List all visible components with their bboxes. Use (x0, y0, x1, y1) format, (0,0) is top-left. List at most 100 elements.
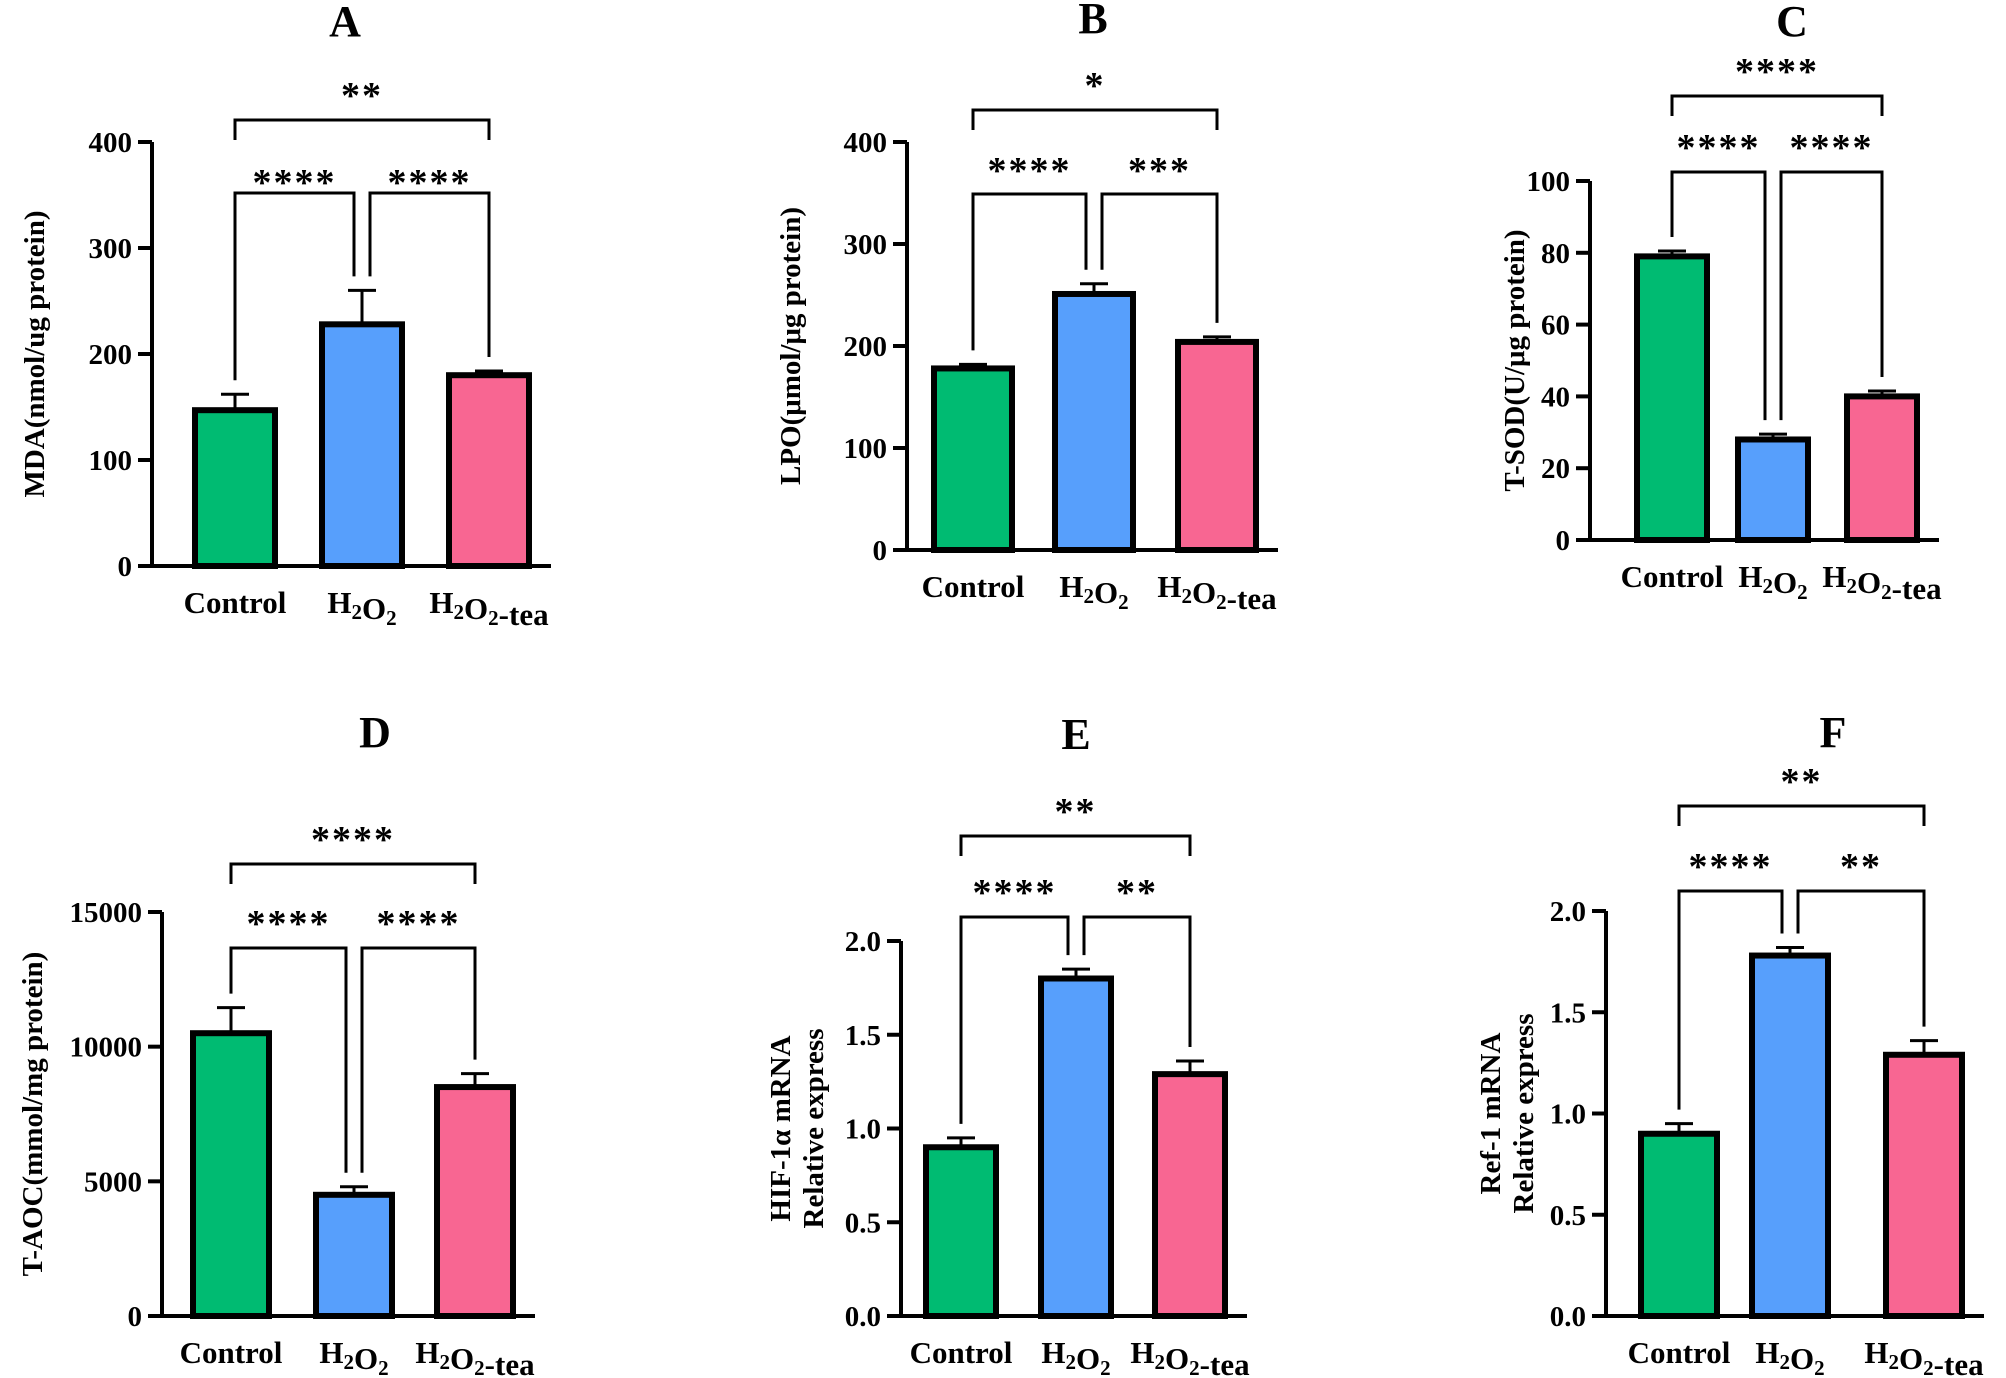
y-tick-label: 1.0 (845, 1114, 881, 1146)
category-label-control: Control (1628, 1335, 1731, 1370)
panel-letter: A (329, 0, 361, 46)
y-tick-label: 2.0 (1550, 896, 1586, 928)
y-tick-label: 0 (128, 1301, 143, 1333)
significance-label: **** (988, 150, 1072, 192)
category-label-h2o2: H2O2 (319, 1335, 388, 1378)
significance-bracket (1796, 889, 1926, 1027)
bar-control (1634, 253, 1710, 543)
significance-bracket (959, 834, 1192, 856)
category-label-control: Control (1621, 559, 1724, 594)
y-tick-label: 400 (89, 127, 133, 159)
bar-control (192, 407, 278, 569)
y-tick-label: 80 (1541, 238, 1570, 270)
y-tick-label: 300 (89, 233, 133, 265)
significance-label: **** (1790, 127, 1874, 169)
y-tick-label: 200 (89, 339, 133, 371)
significance-label: ** (1840, 846, 1882, 888)
y-axis-label-2: Relative express (798, 1029, 830, 1229)
significance-label: **** (973, 872, 1057, 914)
category-label-h2o2-tea: H2O2-tea (1157, 569, 1277, 616)
panel-a: A 0 100 200 300 400 MDA(nmol/ug protein) Contro… (19, 0, 551, 632)
significance-bracket (233, 118, 491, 140)
panel-letter: D (359, 708, 391, 757)
bar-h2o2 (319, 321, 405, 569)
y-axis-label: T-AOC(mmol/mg protein) (17, 952, 49, 1277)
bar-control (1638, 1130, 1720, 1319)
panel-d: D 0 5000 10000 15000 T-AOC(mmol/mg protein) Co… (17, 708, 535, 1378)
significance-bracket (233, 191, 356, 381)
bar-h2o2 (1038, 975, 1114, 1319)
y-tick-label: 100 (89, 445, 133, 477)
significance-bracket (360, 946, 477, 1173)
y-tick-label: 10000 (70, 1032, 143, 1064)
category-label-control: Control (180, 1335, 283, 1370)
significance-label: **** (377, 903, 461, 945)
significance-label: ** (1055, 791, 1097, 833)
bar-h2o2 (1749, 952, 1831, 1319)
y-axis-label: LPO(μmol/μg protein) (775, 207, 807, 485)
panel-f: F 0.0 0.5 1.0 1.5 2.0 Ref-1 mRNA Relative expre… (1475, 708, 1984, 1378)
y-tick-label: 1.0 (1550, 1099, 1586, 1131)
y-tick-label: 0 (873, 535, 888, 567)
significance-bracket (971, 108, 1219, 130)
category-label-control: Control (184, 585, 287, 620)
panel-e: E 0.0 0.5 1.0 1.5 2.0 HIF-1α mRNA Relative expr… (765, 710, 1250, 1378)
y-tick-label: 0.5 (845, 1207, 881, 1239)
significance-bracket (368, 191, 491, 357)
bar-h2o2-tea (1883, 1051, 1965, 1320)
panel-c: C 0 20 40 60 80 100 T-SOD(U/μg protein) Control H… (1499, 0, 1942, 606)
panel-letter: E (1061, 710, 1090, 759)
bar-control (190, 1030, 272, 1319)
y-tick-label: 100 (1527, 166, 1571, 198)
bar-h2o2-tea (446, 372, 532, 570)
bar-h2o2 (1735, 436, 1811, 544)
significance-label: * (1085, 65, 1106, 107)
category-label-control: Control (922, 569, 1025, 604)
y-tick-label: 0.5 (1550, 1200, 1586, 1232)
significance-label: **** (1689, 846, 1773, 888)
y-tick-label: 1.5 (845, 1020, 881, 1052)
bar-control (923, 1144, 999, 1319)
y-tick-label: 1.5 (1550, 997, 1586, 1029)
y-tick-label: 2.0 (845, 926, 881, 958)
category-label-h2o2-tea: H2O2-tea (1130, 1335, 1250, 1378)
y-tick-label: 100 (844, 433, 888, 465)
category-label-h2o2: H2O2 (327, 585, 396, 630)
significance-bracket (1670, 94, 1884, 116)
significance-bracket (1677, 889, 1784, 1110)
bar-h2o2-tea (1152, 1071, 1228, 1319)
significance-bracket (1779, 170, 1884, 421)
y-tick-label: 200 (844, 331, 888, 363)
significance-label: **** (253, 162, 337, 204)
significance-bracket (1100, 192, 1219, 323)
y-tick-label: 15000 (70, 897, 143, 929)
bar-h2o2-tea (1175, 338, 1259, 554)
y-axis-label: MDA(nmol/ug protein) (19, 210, 51, 497)
y-tick-label: 5000 (84, 1166, 142, 1198)
category-label-h2o2-tea: H2O2-tea (429, 585, 549, 632)
category-label-h2o2: H2O2 (1738, 559, 1807, 604)
category-label-h2o2: H2O2 (1755, 1335, 1824, 1378)
y-tick-label: 0.0 (845, 1301, 881, 1333)
category-label-h2o2-tea: H2O2-tea (415, 1335, 535, 1378)
category-label-h2o2: H2O2 (1059, 569, 1128, 614)
y-tick-label: 0 (118, 551, 133, 583)
y-axis-label: Ref-1 mRNA (1475, 1033, 1507, 1195)
significance-label: **** (247, 903, 331, 945)
y-axis-label-2: Relative express (1508, 1014, 1540, 1214)
panel-letter: B (1078, 0, 1107, 43)
category-label-h2o2-tea: H2O2-tea (1864, 1335, 1984, 1378)
significance-bracket (1670, 170, 1767, 421)
category-label-control: Control (910, 1335, 1013, 1370)
y-tick-label: 20 (1541, 453, 1570, 485)
y-tick-label: 300 (844, 229, 888, 261)
y-tick-label: 0 (1556, 525, 1571, 557)
significance-label: **** (1735, 51, 1819, 93)
significance-bracket (971, 192, 1088, 351)
y-tick-label: 400 (844, 127, 888, 159)
panel-b: B 0 100 200 300 400 LPO(μmol/μg protein) Contro… (775, 0, 1278, 616)
category-label-h2o2-tea: H2O2-tea (1822, 559, 1942, 606)
significance-bracket (229, 946, 348, 1173)
bar-h2o2 (313, 1191, 395, 1320)
